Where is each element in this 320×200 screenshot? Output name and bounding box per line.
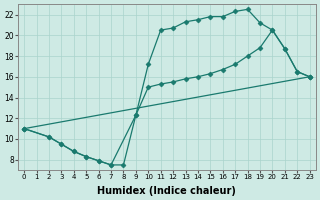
X-axis label: Humidex (Indice chaleur): Humidex (Indice chaleur) [98, 186, 236, 196]
